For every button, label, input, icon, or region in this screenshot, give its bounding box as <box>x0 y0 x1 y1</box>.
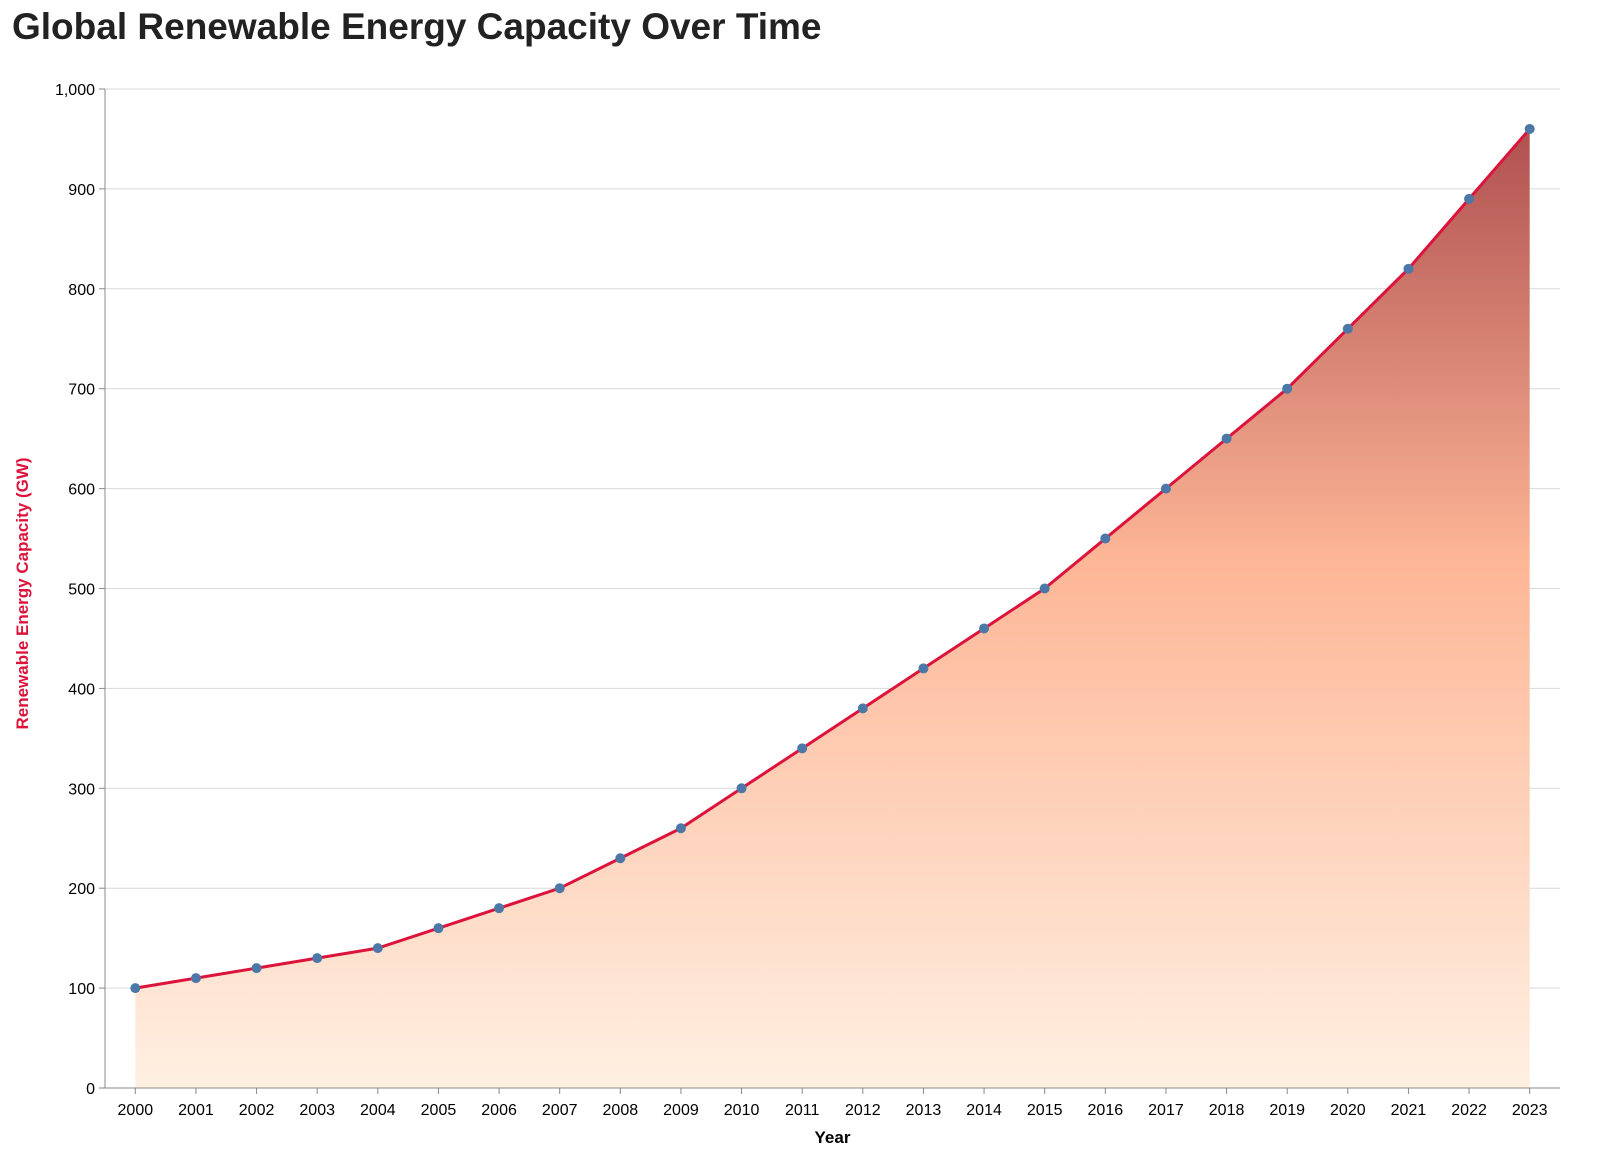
y-tick-label: 700 <box>68 382 95 399</box>
series-line <box>135 127 1531 990</box>
data-point <box>1524 123 1535 134</box>
data-point <box>797 743 808 754</box>
data-point <box>1464 193 1475 204</box>
data-point <box>1100 533 1111 544</box>
data-point <box>251 963 262 974</box>
data-point <box>433 923 444 934</box>
y-tick-label: 200 <box>68 881 95 898</box>
data-point <box>1403 263 1414 274</box>
x-tick-label: 2023 <box>1512 1102 1548 1119</box>
x-tick-label: 2017 <box>1148 1102 1184 1119</box>
data-point <box>979 623 990 634</box>
data-point <box>1160 483 1171 494</box>
data-point <box>918 663 929 674</box>
y-tick-label: 500 <box>68 582 95 599</box>
y-tick-label: 800 <box>68 282 95 299</box>
x-tick-label: 2021 <box>1391 1102 1427 1119</box>
y-axis-title: Renewable Energy Capacity (GW) <box>13 457 32 729</box>
data-point <box>1221 433 1232 444</box>
x-tick-label: 2016 <box>1088 1102 1124 1119</box>
x-tick-label: 2001 <box>178 1102 214 1119</box>
y-tick-label: 400 <box>68 681 95 698</box>
data-point <box>675 823 686 834</box>
y-tick-label: 1,000 <box>55 82 95 99</box>
axes: 0 100 200 300 400 500 600 700 800 900 1,000 2000 200… <box>55 82 1560 1119</box>
x-tick-label: 2014 <box>966 1102 1002 1119</box>
x-tick-label: 2010 <box>724 1102 760 1119</box>
y-tick-label: 600 <box>68 482 95 499</box>
data-point <box>130 983 141 994</box>
x-tick-label: 2008 <box>603 1102 639 1119</box>
x-tick-label: 2013 <box>906 1102 942 1119</box>
y-tick-label: 900 <box>68 182 95 199</box>
data-point <box>494 903 505 914</box>
x-tick-label: 2015 <box>1027 1102 1063 1119</box>
data-point <box>554 883 565 894</box>
x-tick-label: 2003 <box>299 1102 335 1119</box>
x-tick-label: 2020 <box>1330 1102 1366 1119</box>
data-point <box>1342 323 1353 334</box>
series-line-layer <box>135 127 1531 990</box>
x-tick-label: 2007 <box>542 1102 578 1119</box>
x-tick-label: 2012 <box>845 1102 881 1119</box>
x-axis-title: Year <box>815 1128 851 1147</box>
y-tick-label: 300 <box>68 781 95 798</box>
data-point <box>372 943 383 954</box>
x-tick-label: 2009 <box>663 1102 699 1119</box>
y-tick-label: 100 <box>68 981 95 998</box>
data-point <box>615 853 626 864</box>
x-tick-label: 2022 <box>1451 1102 1487 1119</box>
area-fill <box>135 128 1530 1088</box>
data-point <box>736 783 747 794</box>
area-layer <box>135 128 1530 1088</box>
data-point <box>857 703 868 714</box>
data-point <box>1039 583 1050 594</box>
x-tick-label: 2000 <box>118 1102 154 1119</box>
x-tick-label: 2018 <box>1209 1102 1245 1119</box>
x-tick-label: 2005 <box>421 1102 457 1119</box>
data-point <box>312 953 323 964</box>
data-points <box>130 123 1535 994</box>
x-tick-label: 2011 <box>785 1102 820 1119</box>
chart-title: Global Renewable Energy Capacity Over Ti… <box>12 6 822 47</box>
x-tick-label: 2019 <box>1269 1102 1305 1119</box>
x-tick-label: 2002 <box>239 1102 275 1119</box>
data-point <box>190 973 201 984</box>
data-point <box>1282 383 1293 394</box>
x-tick-label: 2004 <box>360 1102 396 1119</box>
x-tick-label: 2006 <box>481 1102 517 1119</box>
y-tick-label: 0 <box>86 1081 95 1098</box>
